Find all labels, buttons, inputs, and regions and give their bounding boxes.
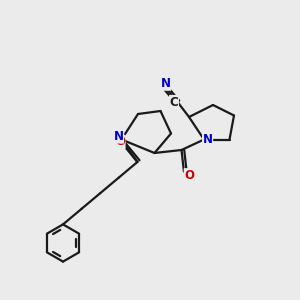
- Text: N: N: [160, 77, 171, 90]
- Text: N: N: [113, 130, 124, 143]
- Text: N: N: [202, 133, 213, 146]
- Text: C: C: [169, 95, 178, 109]
- Text: O: O: [184, 169, 194, 182]
- Text: O: O: [115, 135, 125, 148]
